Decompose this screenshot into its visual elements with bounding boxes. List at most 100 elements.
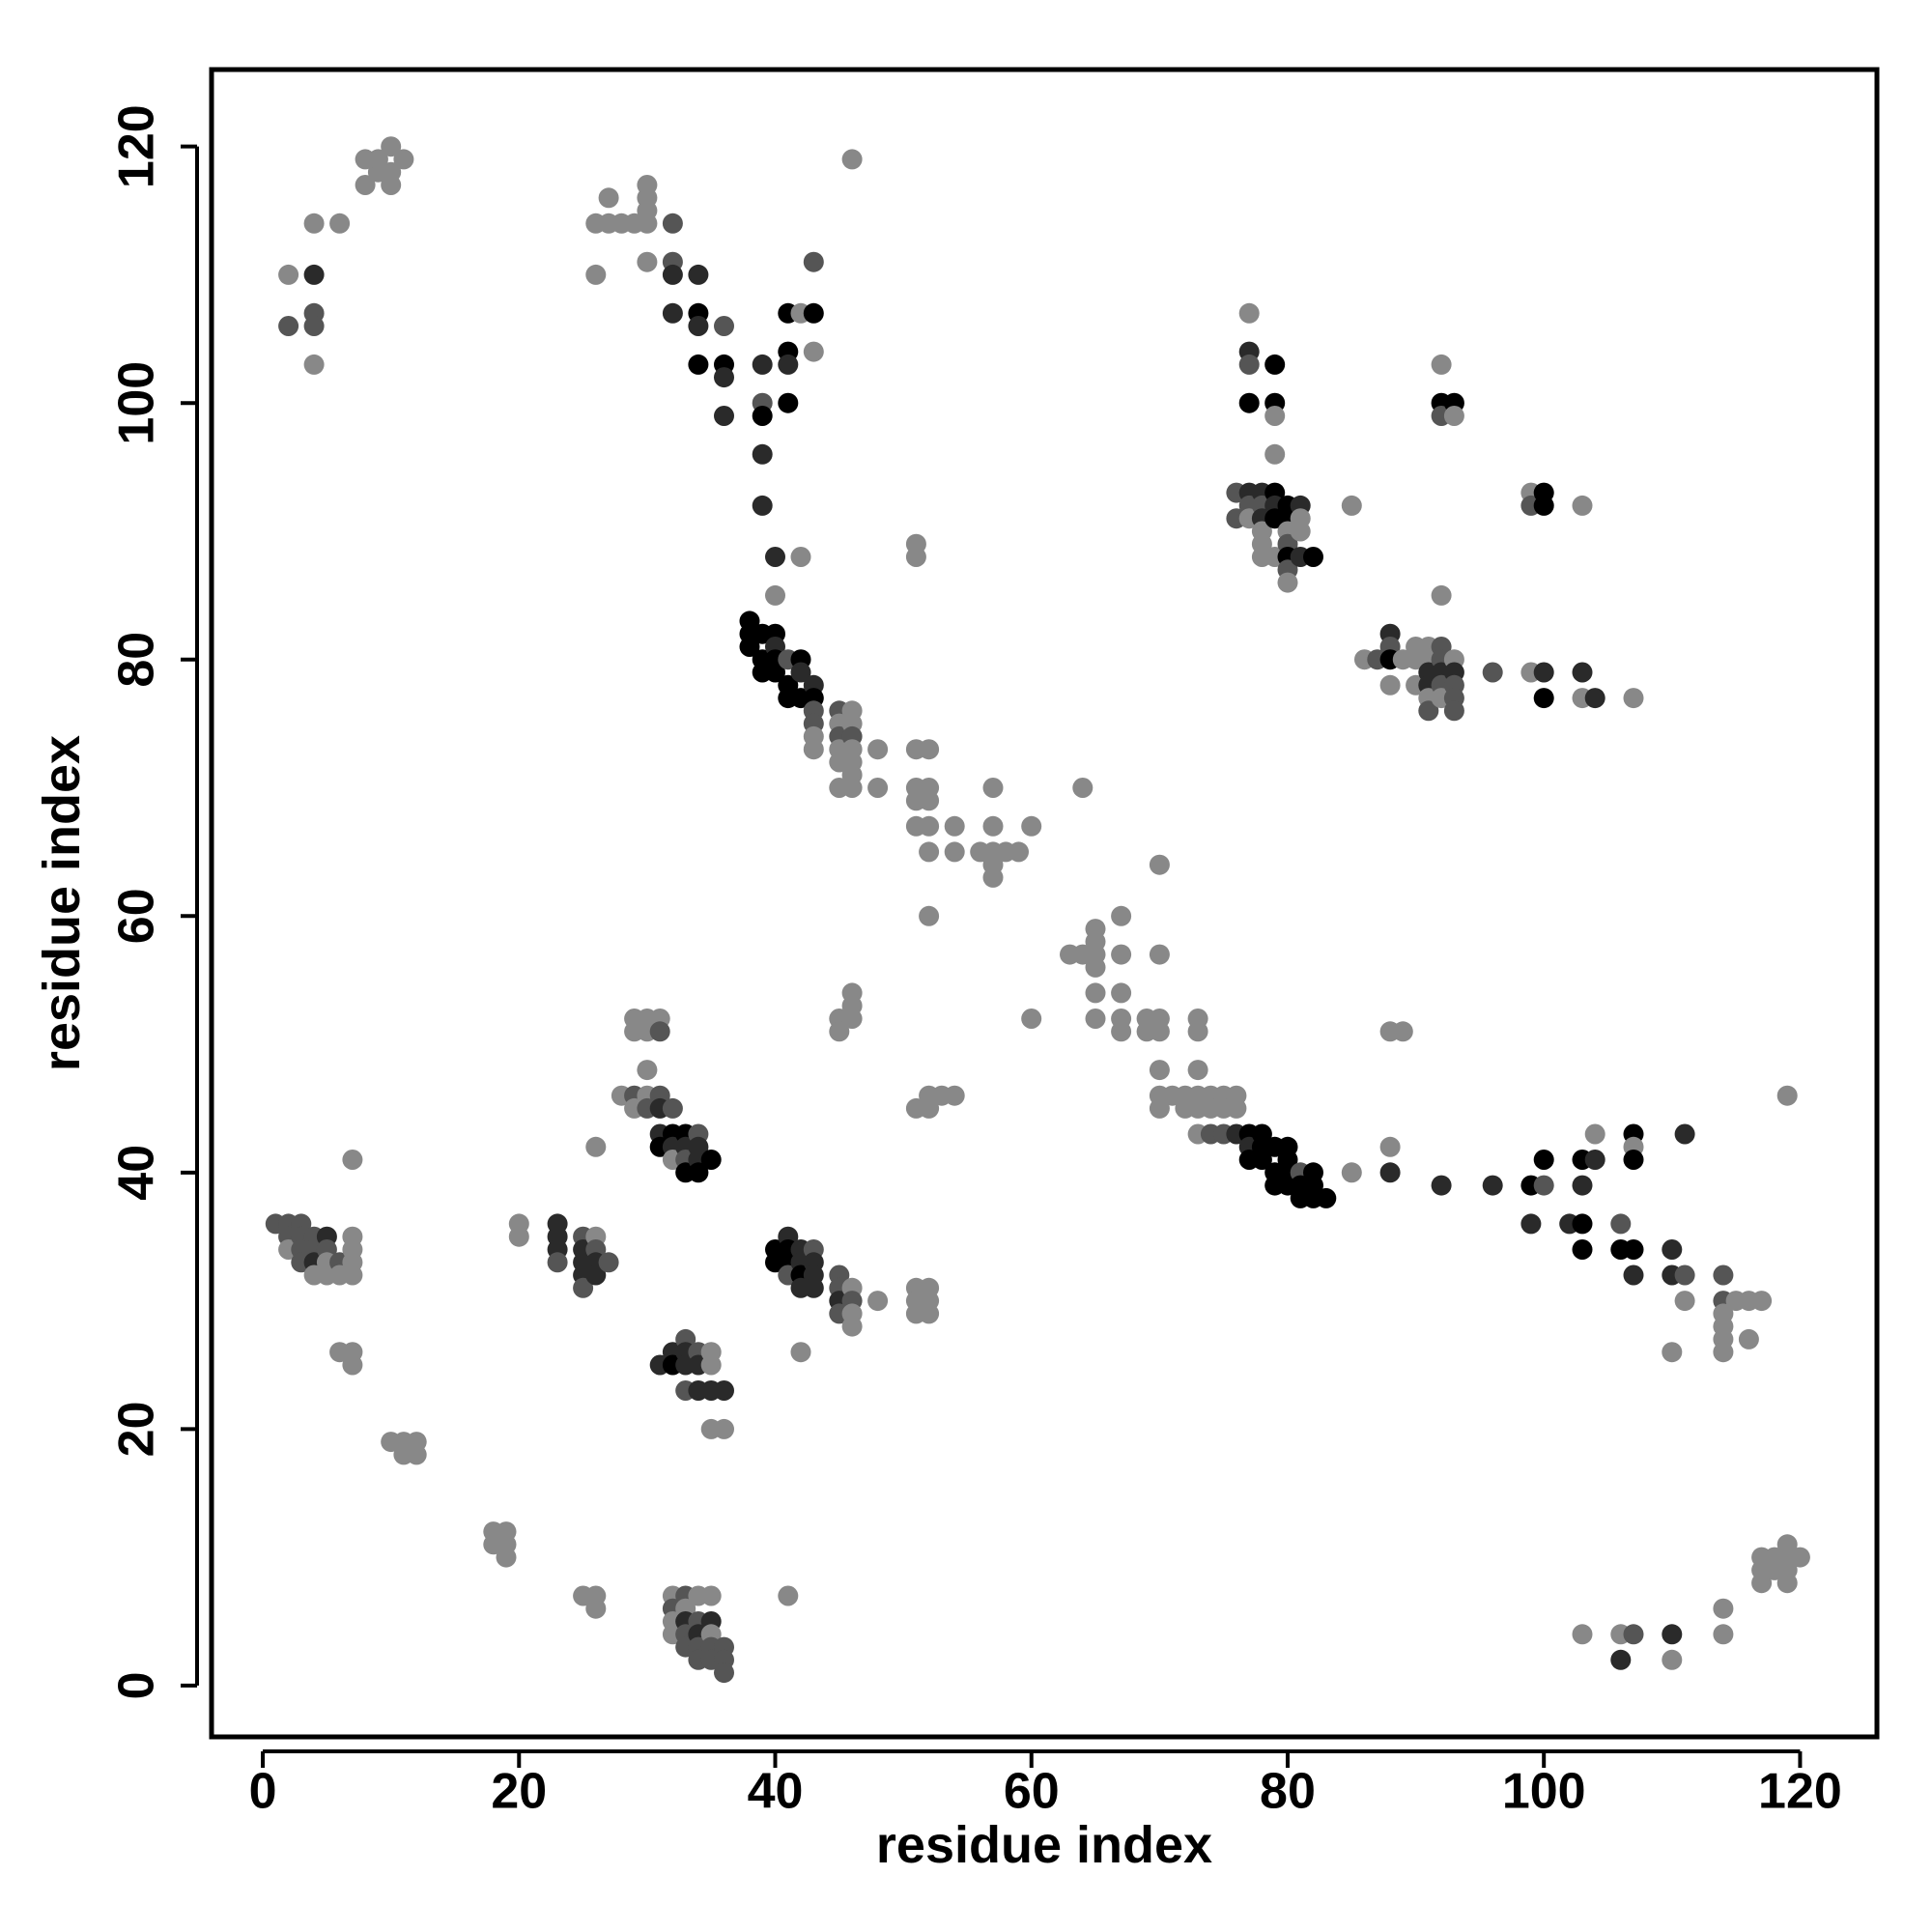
data-point (1341, 1162, 1362, 1183)
data-point (393, 149, 414, 170)
data-point (1085, 1009, 1106, 1029)
data-point (1482, 1175, 1503, 1196)
data-point (714, 406, 734, 426)
data-point (637, 251, 658, 272)
data-point (714, 316, 734, 336)
data-point (1009, 841, 1029, 863)
data-point (1072, 778, 1094, 798)
data-point (688, 316, 709, 336)
data-point (1533, 662, 1554, 683)
data-point (919, 790, 940, 811)
data-point (303, 213, 325, 234)
data-point (1316, 1187, 1337, 1208)
data-point (381, 175, 402, 195)
data-point (1738, 1328, 1759, 1350)
data-point (1443, 700, 1464, 722)
data-point (1251, 1150, 1272, 1170)
data-point (547, 1252, 568, 1273)
data-point (342, 1354, 363, 1376)
data-points (265, 136, 1810, 1684)
data-point (662, 302, 683, 324)
data-point (1584, 1123, 1605, 1145)
x-tick-label: 20 (491, 1764, 547, 1820)
data-point (1418, 700, 1439, 722)
data-point (1572, 1213, 1593, 1235)
data-point (1623, 688, 1644, 709)
plot-frame (209, 67, 1880, 1740)
y-tick-label: 20 (109, 1401, 165, 1457)
data-point (829, 1021, 850, 1042)
data-point (765, 584, 785, 606)
data-point (700, 1585, 722, 1606)
data-point (714, 1380, 734, 1401)
data-point (1751, 1573, 1773, 1594)
data-point (867, 739, 889, 760)
y-axis-label: residue index (33, 735, 91, 1071)
data-point (905, 547, 926, 567)
data-point (1584, 688, 1605, 709)
data-point (803, 302, 824, 324)
data-point (1431, 584, 1452, 606)
data-point (1431, 1175, 1452, 1196)
y-axis: 0 20 40 60 80 100 120 (109, 104, 199, 1699)
data-point (688, 1162, 709, 1183)
data-point (508, 1226, 529, 1247)
data-point (1520, 1213, 1542, 1235)
data-point (585, 264, 607, 285)
data-point (1264, 443, 1286, 465)
y-tick-label: 0 (109, 1671, 165, 1699)
data-point (1085, 982, 1106, 1004)
data-point (303, 264, 325, 285)
data-point (1713, 1598, 1734, 1619)
data-point (1149, 1060, 1170, 1081)
x-tick-label: 40 (748, 1764, 804, 1820)
data-point (1662, 1239, 1683, 1260)
data-point (1021, 1009, 1042, 1029)
data-point (1662, 1649, 1683, 1670)
data-point (841, 1316, 863, 1337)
data-point (688, 354, 709, 375)
data-point (406, 1444, 427, 1465)
data-point (752, 495, 773, 516)
data-point (1623, 1624, 1644, 1645)
data-point (1713, 1624, 1734, 1645)
data-point (919, 905, 940, 926)
data-point (303, 316, 325, 336)
data-point (1776, 1573, 1798, 1594)
data-point (1572, 662, 1593, 683)
data-point (752, 406, 773, 426)
data-point (803, 251, 824, 272)
data-point (585, 1264, 607, 1286)
data-point (585, 1136, 607, 1157)
data-point (752, 443, 773, 465)
data-point (1572, 1175, 1593, 1196)
data-point (1111, 982, 1132, 1004)
data-point (982, 815, 1004, 837)
data-point (1238, 302, 1260, 324)
data-point (1379, 674, 1401, 696)
data-point (1789, 1547, 1810, 1568)
data-point (714, 1662, 734, 1684)
data-point (1572, 1239, 1593, 1260)
data-point (739, 637, 760, 657)
data-point (1674, 1123, 1695, 1145)
data-point (803, 1277, 824, 1298)
data-point (700, 1354, 722, 1376)
data-point (841, 1009, 863, 1029)
data-point (585, 1598, 607, 1619)
data-point (1149, 1021, 1170, 1042)
data-point (790, 547, 811, 567)
data-point (1662, 1342, 1683, 1363)
data-point (649, 1021, 670, 1042)
data-point (1431, 354, 1452, 375)
data-point (1264, 406, 1286, 426)
data-point (355, 175, 376, 195)
data-point (1187, 1060, 1208, 1081)
data-point (1149, 854, 1170, 875)
data-point (1713, 1342, 1734, 1363)
data-point (841, 149, 863, 170)
data-point (1533, 495, 1554, 516)
data-point (752, 354, 773, 375)
data-point (573, 1277, 594, 1298)
data-point (278, 264, 299, 285)
